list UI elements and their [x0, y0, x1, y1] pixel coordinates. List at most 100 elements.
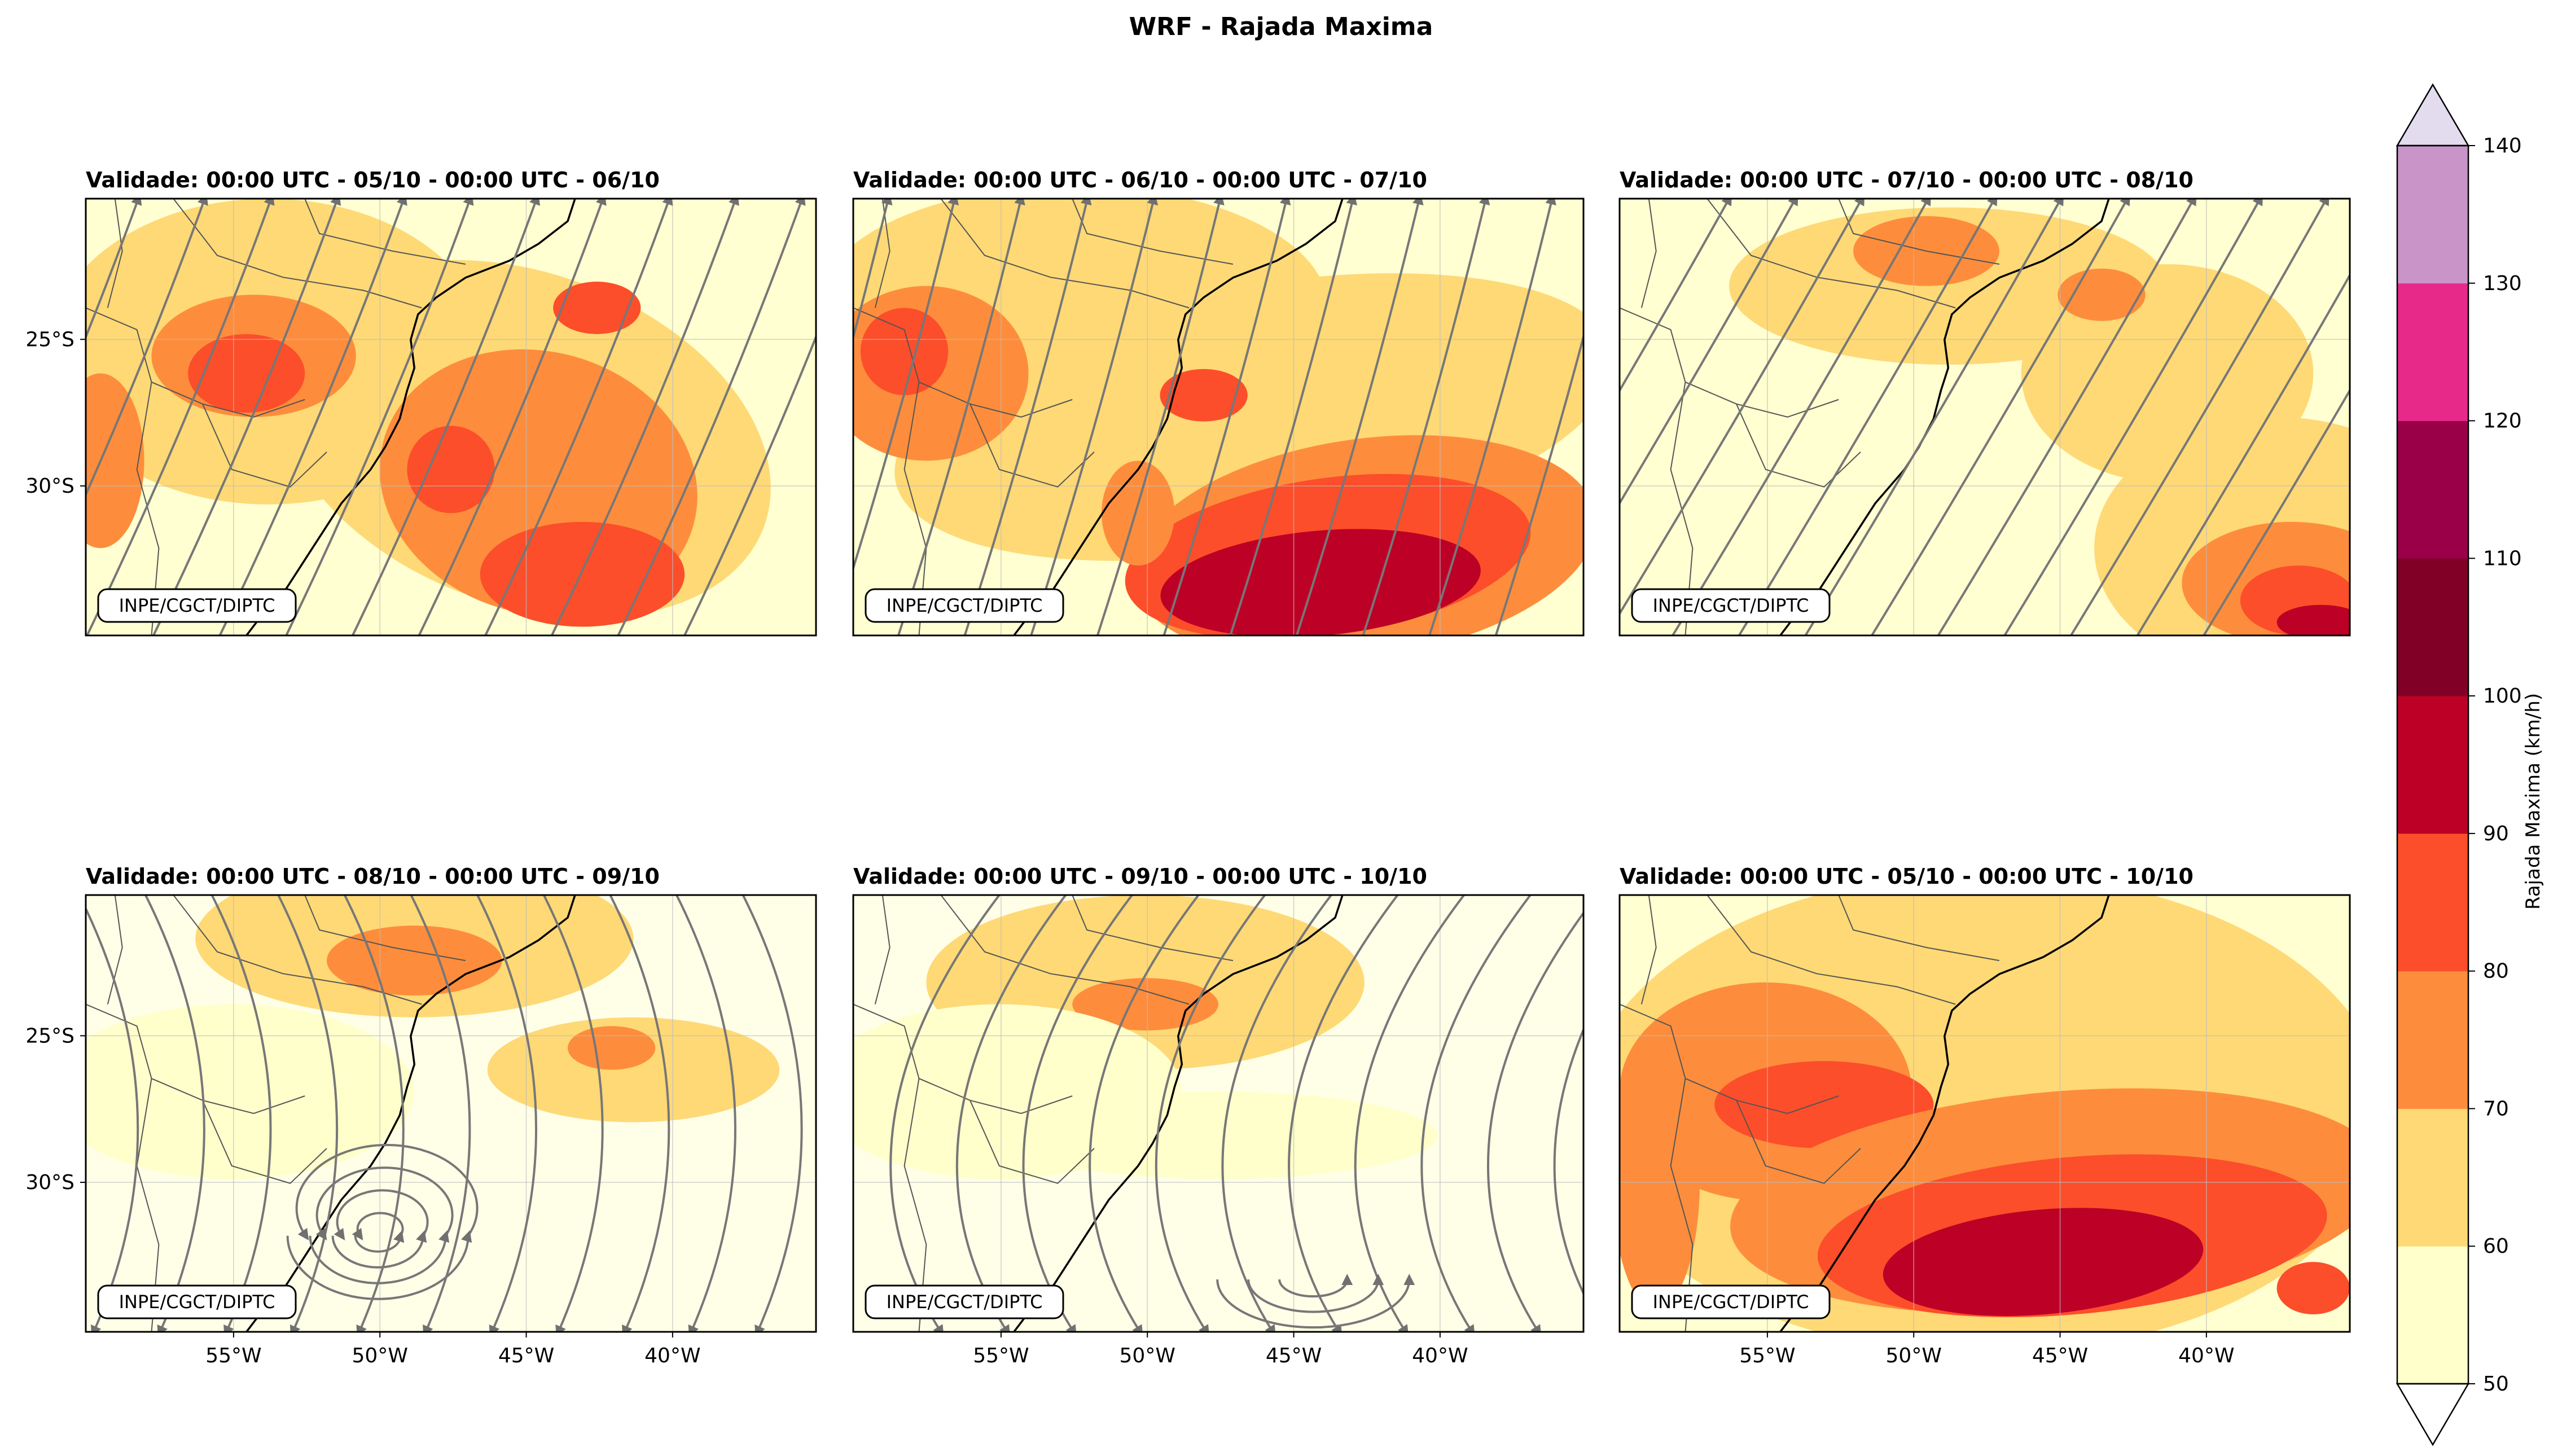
- lon-tick-label: 50°W: [1886, 1344, 1942, 1367]
- streamline: [2203, 388, 2350, 635]
- state-border: [940, 895, 1190, 1005]
- lat-tick-label: 25°S: [25, 1024, 74, 1047]
- coastline: [1779, 199, 2110, 635]
- streamline: [853, 199, 893, 341]
- panel-frame: [85, 198, 817, 637]
- state-border: [304, 895, 466, 962]
- gust-contour: [1101, 461, 1175, 566]
- watermark-text: INPE/CGCT/DIPTC: [1653, 1291, 1809, 1313]
- gust-contour: [999, 1091, 1438, 1179]
- colorbar-bin: [2397, 833, 2468, 972]
- gust-contour: [480, 521, 685, 627]
- map-panel: Validade: 00:00 UTC - 08/10 - 00:00 UTC …: [13, 864, 817, 1367]
- streamline: [1362, 199, 1490, 635]
- colorbar-tick-label: 120: [2483, 410, 2522, 433]
- map-content: [13, 895, 816, 1332]
- streamline: [86, 199, 142, 340]
- streamline: [1030, 199, 1159, 635]
- state-border: [107, 199, 123, 308]
- streamline: [1155, 895, 1266, 1332]
- streamline: [897, 199, 1025, 635]
- streamline: [418, 199, 607, 635]
- gust-contour: [86, 373, 144, 549]
- colorbar-bin: [2397, 283, 2468, 422]
- lat-tick-label: 25°S: [25, 328, 74, 351]
- state-border: [86, 1003, 305, 1115]
- map-panel: Validade: 00:00 UTC - 05/10 - 00:00 UTC …: [25, 168, 817, 637]
- colorbar-bin: [2397, 1108, 2468, 1247]
- state-border: [1072, 199, 1234, 265]
- state-border: [874, 895, 890, 1005]
- colorbar-tick-label: 50: [2483, 1372, 2509, 1396]
- state-border: [1838, 895, 2000, 962]
- streamline: [2070, 199, 2330, 635]
- map-panel: Validade: 00:00 UTC - 06/10 - 00:00 UTC …: [852, 168, 1585, 637]
- lat-tick-label: 30°S: [25, 475, 74, 498]
- map-content: [1620, 895, 2350, 1332]
- streamline: [484, 199, 673, 635]
- streamline: [1486, 911, 1583, 1332]
- map-panel: Validade: 00:00 UTC - 05/10 - 00:00 UTC …: [1618, 864, 2351, 1367]
- map-content: [853, 895, 1583, 1332]
- streamline: [1162, 199, 1291, 635]
- state-border: [853, 1003, 1073, 1115]
- streamline: [210, 895, 272, 1332]
- colorbar-over-arrow: [2396, 83, 2470, 147]
- map-panels: Validade: 00:00 UTC - 05/10 - 00:00 UTC …: [13, 168, 2351, 1367]
- map-panel: Validade: 00:00 UTC - 07/10 - 00:00 UTC …: [1618, 168, 2351, 637]
- watermark-badge: INPE/CGCT/DIPTC: [865, 1284, 1064, 1319]
- streamline: [1428, 199, 1556, 635]
- panel-title: Validade: 00:00 UTC - 07/10 - 00:00 UTC …: [1620, 168, 2194, 192]
- state-border: [969, 404, 1095, 488]
- state-border: [1072, 895, 1234, 962]
- state-border: [107, 895, 123, 1005]
- streamline: [617, 199, 806, 635]
- panel-title: Validade: 00:00 UTC - 06/10 - 00:00 UTC …: [853, 168, 1427, 192]
- lon-tick-label: 55°W: [1739, 1344, 1795, 1367]
- streamline: [86, 199, 208, 498]
- streamline: [352, 199, 540, 635]
- streamline: [2136, 273, 2350, 635]
- panel-frame: [1618, 894, 2351, 1333]
- watermark-text: INPE/CGCT/DIPTC: [1653, 595, 1809, 616]
- lon-tick-label: 55°W: [205, 1344, 261, 1367]
- colorbar-label: Rajada Maxima (km/h): [2522, 693, 2545, 910]
- state-border: [1620, 1003, 1839, 1115]
- gust-contour: [1160, 529, 1481, 635]
- lon-tick-label: 40°W: [644, 1344, 700, 1367]
- state-border: [304, 199, 466, 265]
- panel-title: Validade: 00:00 UTC - 05/10 - 00:00 UTC …: [1620, 864, 2194, 889]
- watermark-badge: INPE/CGCT/DIPTC: [1631, 588, 1831, 623]
- streamline: [609, 895, 670, 1332]
- colorbar-tick-label: 70: [2483, 1097, 2509, 1120]
- gust-contour: [487, 1017, 780, 1122]
- streamline: [1089, 895, 1200, 1332]
- streamline: [1096, 199, 1225, 635]
- coastline: [1013, 199, 1344, 635]
- colorbar-tick-label: 90: [2483, 822, 2509, 845]
- gust-contour: [188, 334, 305, 413]
- lon-tick-label: 45°W: [2032, 1344, 2088, 1367]
- colorbar-tick-label: 80: [2483, 960, 2509, 983]
- lon-tick-label: 55°W: [973, 1344, 1029, 1367]
- streamline: [285, 199, 474, 635]
- lon-tick-label: 40°W: [2178, 1344, 2234, 1367]
- figure-title: WRF - Rajada Maxima: [1129, 12, 1433, 41]
- streamline: [1871, 199, 2130, 635]
- colorbar: Rajada Maxima (km/h) 50 60 70 80 90 100 110 120…: [2396, 83, 2545, 1446]
- lon-tick-label: 40°W: [1412, 1344, 1468, 1367]
- streamline: [13, 895, 72, 1332]
- streamline: [331, 1189, 429, 1269]
- state-border: [202, 1100, 327, 1184]
- streamline: [309, 1166, 454, 1284]
- streamline: [218, 199, 407, 635]
- state-border: [940, 199, 1190, 309]
- lon-tick-label: 45°W: [1266, 1344, 1322, 1367]
- streamline: [1494, 332, 1583, 635]
- state-border: [202, 404, 327, 488]
- colorbar-bin: [2397, 1246, 2468, 1384]
- streamline: [683, 334, 816, 635]
- map-content: [853, 199, 1583, 635]
- streamline: [86, 199, 275, 635]
- lon-tick-label: 50°W: [352, 1344, 408, 1367]
